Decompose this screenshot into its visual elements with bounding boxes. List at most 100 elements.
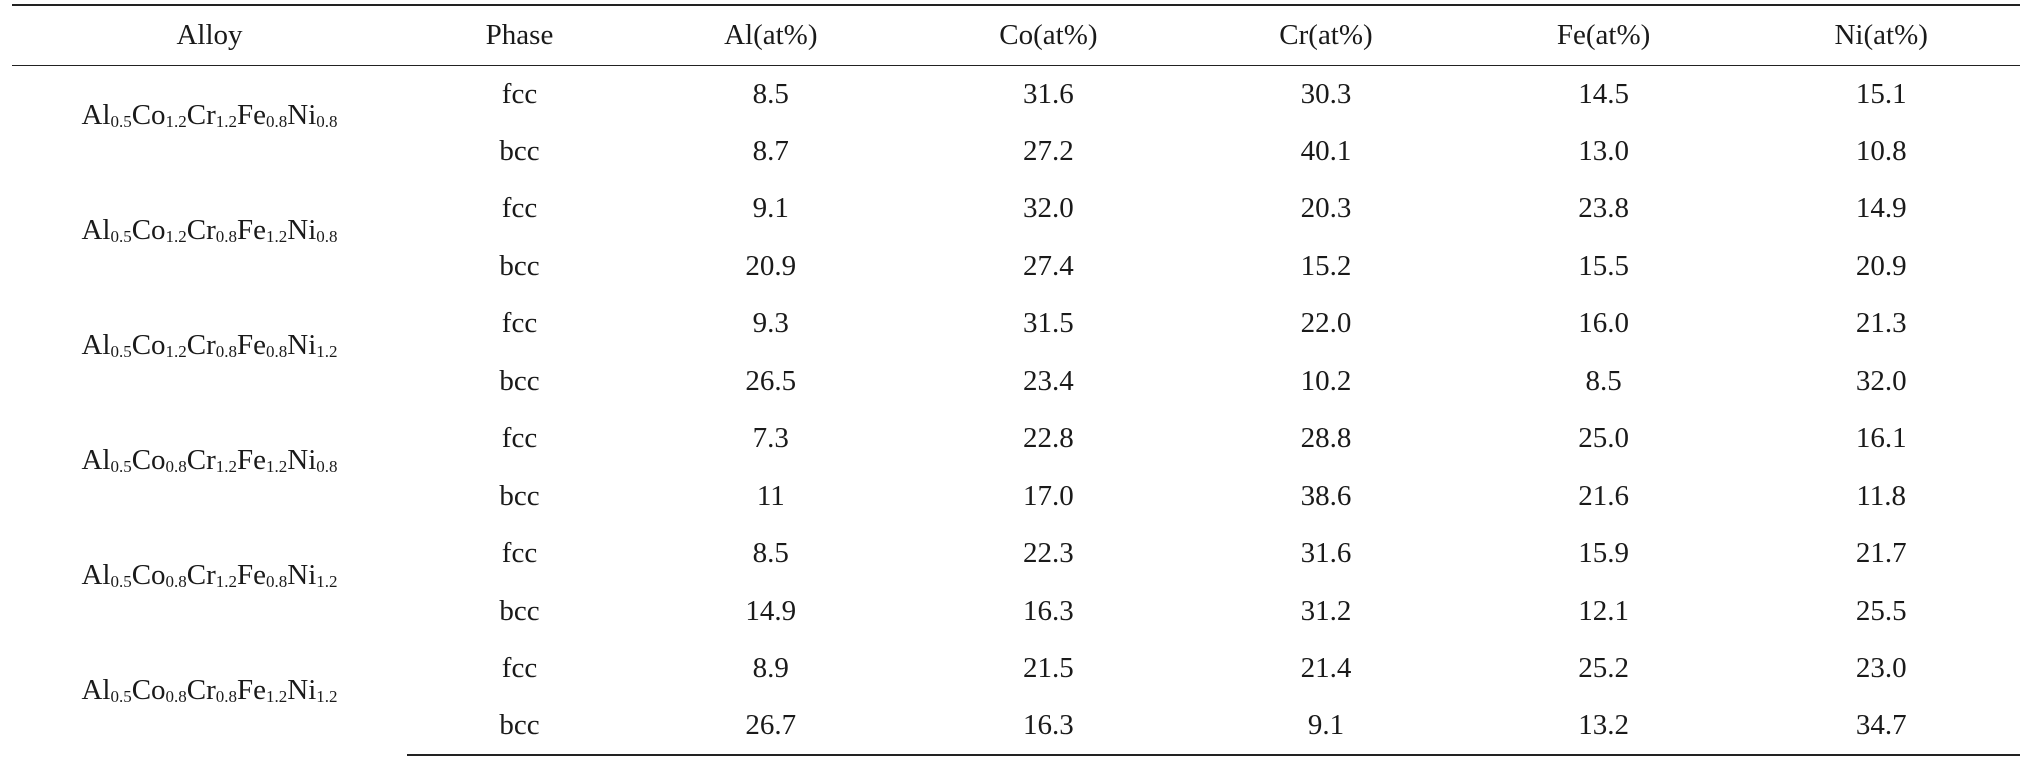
ni-value-cell: 21.3 — [1855, 307, 1907, 340]
table-row: Al0.5Co1.2Cr0.8Fe1.2Ni0.8 fcc 9.1 32.0 20.3 2… — [12, 180, 2020, 246]
alloy-formula-cell: Al0.5Co1.2Cr0.8Fe1.2Ni0.8 — [12, 180, 407, 295]
al-value-cell: 14.9 — [745, 594, 797, 627]
cr-value-cell: 22.0 — [1300, 307, 1352, 340]
co-value-cell: 21.5 — [1023, 652, 1074, 685]
fe-value-cell: 15.9 — [1578, 537, 1629, 570]
element-symbol: Ni — [287, 329, 317, 361]
cr-value-cell: 31.2 — [1300, 594, 1352, 627]
element-symbol: Fe — [237, 214, 267, 246]
header-ni: Ni(at%) — [1742, 4, 2020, 66]
table-row: bcc 26.7 16.3 9.1 13.2 34.7 — [12, 697, 2020, 756]
co-value-cell: 32.0 — [1023, 192, 1074, 225]
element-subscript: 0.8 — [215, 687, 238, 706]
al-value-cell: 8.5 — [752, 77, 789, 110]
table-body: Al0.5Co1.2Cr1.2Fe0.8Ni0.8 fcc 8.5 31.6 30.3 1… — [12, 65, 2020, 756]
element-symbol: Ni — [287, 99, 317, 132]
co-value-cell: 27.2 — [1023, 134, 1074, 167]
element-symbol: Co — [131, 444, 166, 476]
al-value-cell: 8.5 — [752, 537, 789, 570]
element-subscript: 1.2 — [316, 342, 338, 361]
table-row: Al0.5Co0.8Cr0.8Fe1.2Ni1.2 fcc 8.9 21.5 21.4 2… — [12, 640, 2020, 706]
phase-cell: fcc — [501, 77, 538, 110]
header-co: Co(at%) — [909, 4, 1188, 66]
cr-value-cell: 30.3 — [1300, 77, 1352, 110]
co-value-cell: 27.4 — [1023, 249, 1074, 282]
co-value-cell: 16.3 — [909, 697, 1188, 756]
element-symbol: Ni — [287, 214, 317, 246]
phase-cell: fcc — [501, 422, 538, 455]
phase-cell: fcc — [501, 307, 538, 340]
phase-cell: bcc — [407, 697, 632, 756]
phase-cell: bcc — [499, 594, 540, 627]
table-row: bcc 20.9 27.4 15.2 15.5 20.9 — [12, 238, 2020, 296]
ni-value-cell: 14.9 — [1855, 192, 1907, 225]
co-value-cell: 17.0 — [1023, 479, 1074, 512]
element-subscript: 0.8 — [165, 572, 187, 591]
element-symbol: Cr — [186, 674, 216, 706]
ni-value-cell: 23.0 — [1855, 652, 1907, 685]
cr-value-cell: 15.2 — [1300, 249, 1352, 282]
table-row: Al0.5Co0.8Cr1.2Fe1.2Ni0.8 fcc 7.3 22.8 28.8 2… — [12, 410, 2020, 476]
fe-value-cell: 25.2 — [1578, 652, 1629, 685]
header-fe: Fe(at%) — [1464, 4, 1743, 66]
co-value-cell: 31.5 — [1023, 307, 1074, 340]
al-value-cell: 9.3 — [752, 307, 789, 340]
element-symbol: Cr — [186, 214, 216, 246]
al-value-cell: 26.5 — [745, 364, 797, 397]
element-symbol: Co — [131, 559, 166, 591]
element-subscript: 1.2 — [165, 112, 187, 132]
phase-cell: fcc — [501, 652, 538, 685]
fe-value-cell: 13.0 — [1578, 134, 1629, 167]
ni-value-cell: 10.8 — [1855, 134, 1907, 167]
ni-value-cell: 25.5 — [1855, 594, 1907, 627]
element-symbol: Cr — [186, 329, 216, 361]
element-subscript: 0.5 — [110, 112, 132, 132]
cr-value-cell: 28.8 — [1300, 422, 1352, 455]
co-value-cell: 22.3 — [1023, 537, 1074, 570]
al-value-cell: 7.3 — [752, 422, 789, 455]
element-subscript: 1.2 — [165, 227, 187, 246]
element-subscript: 0.5 — [110, 572, 132, 591]
element-subscript: 0.8 — [165, 457, 187, 476]
co-value-cell: 31.6 — [1023, 77, 1074, 110]
element-symbol: Al — [81, 559, 111, 591]
al-value-cell: 26.7 — [632, 697, 910, 756]
header-al: Al(at%) — [632, 4, 910, 66]
element-subscript: 0.8 — [316, 112, 338, 132]
element-symbol: Ni — [287, 674, 317, 706]
element-symbol: Al — [81, 444, 111, 476]
fe-value-cell: 16.0 — [1578, 307, 1629, 340]
element-subscript: 1.2 — [215, 112, 238, 132]
element-subscript: 0.8 — [316, 457, 338, 476]
table-header: Alloy Phase Al(at%) Co(at%) Cr(at%) Fe(a… — [12, 4, 2020, 66]
element-symbol: Ni — [287, 444, 317, 476]
co-value-cell: 23.4 — [1023, 364, 1074, 397]
element-subscript: 0.8 — [215, 227, 238, 246]
co-value-cell: 22.8 — [1023, 422, 1074, 455]
fe-value-cell: 8.5 — [1585, 364, 1622, 397]
table-row: Al0.5Co1.2Cr0.8Fe0.8Ni1.2 fcc 9.3 31.5 22.0 1… — [12, 295, 2020, 361]
element-subscript: 1.2 — [215, 572, 238, 591]
alloy-formula-cell: Al0.5Co0.8Cr0.8Fe1.2Ni1.2 — [12, 640, 407, 755]
composition-table-container: Alloy Phase Al(at%) Co(at%) Cr(at%) Fe(a… — [12, 4, 2020, 756]
ni-value-cell: 32.0 — [1855, 364, 1907, 397]
element-subscript: 0.8 — [266, 342, 288, 361]
element-symbol: Co — [131, 674, 166, 706]
ni-value-cell: 34.7 — [1742, 697, 2020, 756]
ni-value-cell: 11.8 — [1856, 479, 1907, 512]
element-subscript: 0.5 — [110, 227, 132, 246]
element-subscript: 0.8 — [266, 572, 288, 591]
element-subscript: 1.2 — [316, 572, 338, 591]
element-symbol: Fe — [237, 444, 267, 476]
element-symbol: Cr — [186, 99, 216, 132]
phase-cell: bcc — [499, 364, 540, 397]
ni-value-cell: 15.1 — [1855, 77, 1907, 110]
element-symbol: Fe — [237, 559, 267, 591]
al-value-cell: 9.1 — [752, 192, 789, 225]
al-value-cell: 20.9 — [745, 249, 797, 282]
alloy-formula-cell: Al0.5Co1.2Cr1.2Fe0.8Ni0.8 — [12, 65, 407, 180]
cr-value-cell: 9.1 — [1187, 697, 1465, 756]
element-symbol: Ni — [287, 559, 317, 591]
fe-value-cell: 21.6 — [1578, 479, 1629, 512]
fe-value-cell: 13.2 — [1464, 697, 1743, 756]
